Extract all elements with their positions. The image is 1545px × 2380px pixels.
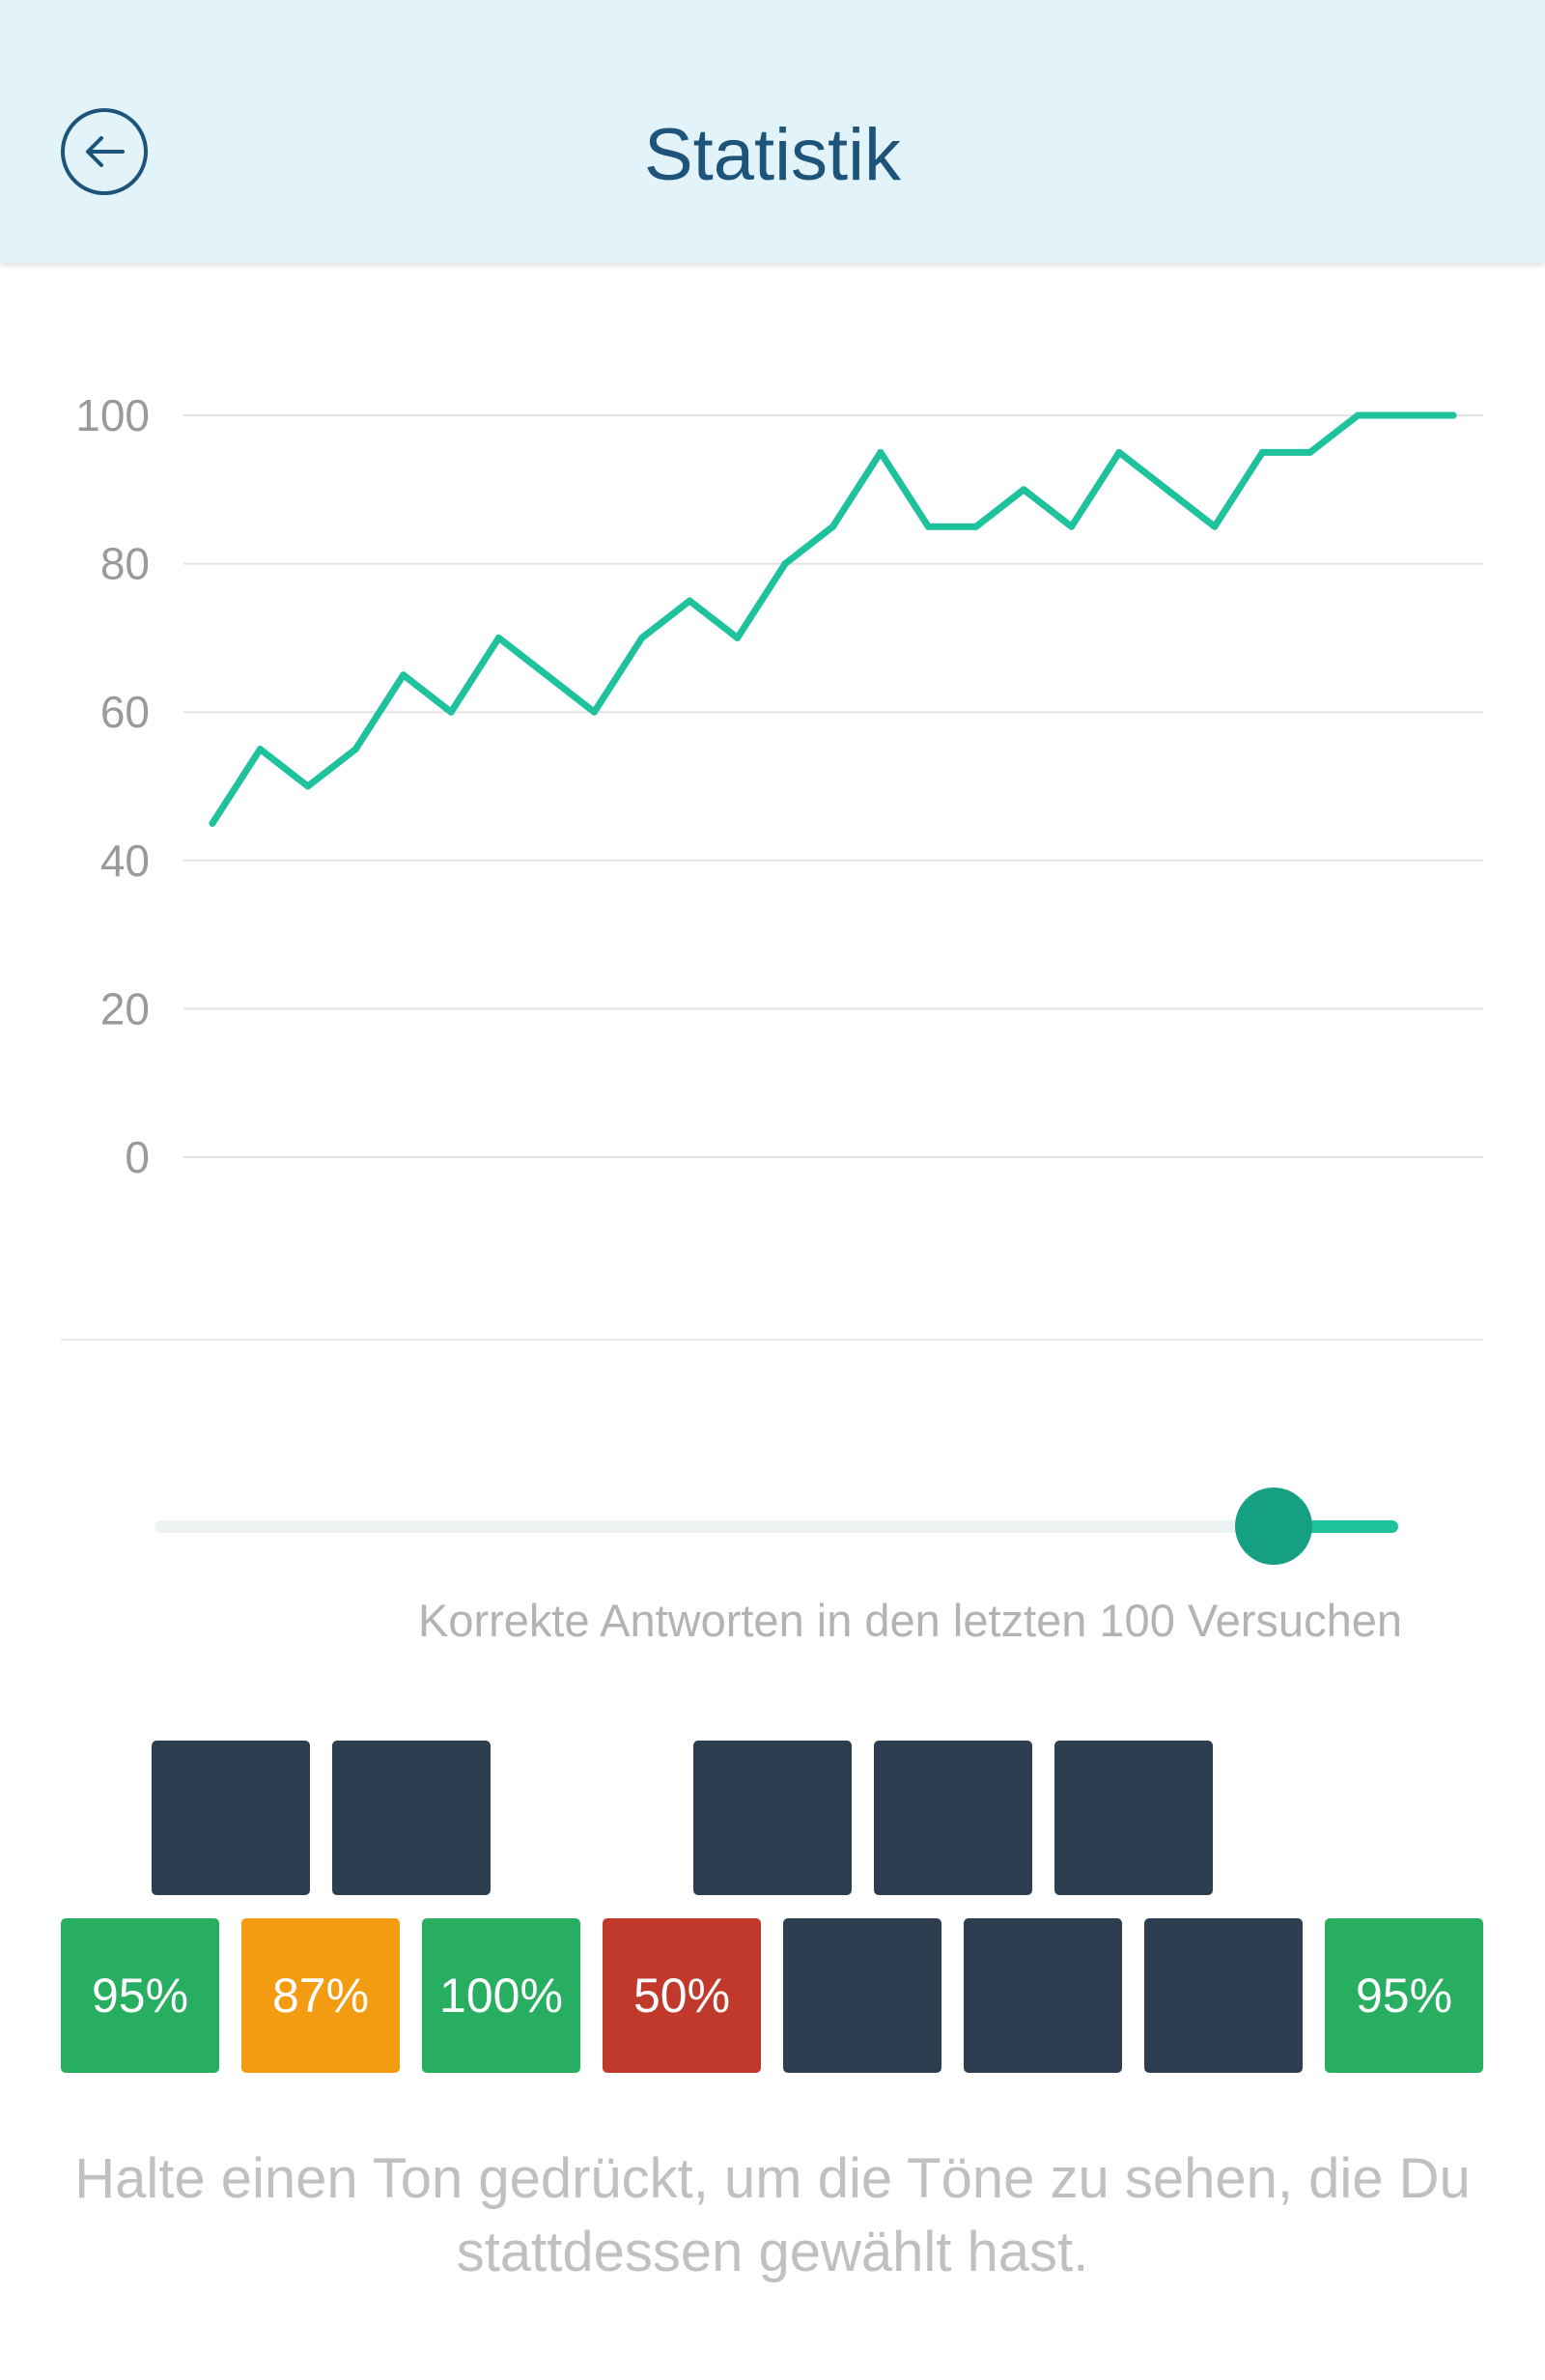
data-point xyxy=(877,448,885,456)
data-point xyxy=(781,560,789,568)
slider-thumb[interactable] xyxy=(1235,1488,1313,1565)
app-header: Statistik xyxy=(0,0,1545,263)
data-point xyxy=(400,671,407,679)
data-point xyxy=(256,746,264,753)
data-point xyxy=(304,782,312,790)
data-point xyxy=(734,634,742,641)
data-point xyxy=(543,671,550,679)
data-point xyxy=(209,819,216,827)
upper-key[interactable] xyxy=(1054,1741,1213,1895)
y-tick-label: 100 xyxy=(75,390,150,440)
data-point xyxy=(1068,523,1076,530)
data-point xyxy=(447,708,455,716)
chart-divider xyxy=(61,1339,1483,1341)
data-point xyxy=(1306,448,1314,456)
lower-key[interactable]: 87% xyxy=(241,1918,400,2073)
data-point xyxy=(686,597,693,605)
lower-key[interactable]: 100% xyxy=(422,1918,580,2073)
slider-caption: Korrekte Antworten in den letzten 100 Ve… xyxy=(418,1595,1402,1646)
data-point xyxy=(1115,448,1123,456)
data-point xyxy=(1020,486,1027,494)
line-chart: 0 20 40 60 80 100 xyxy=(75,390,1483,1182)
lower-key[interactable]: 50% xyxy=(603,1918,761,2073)
upper-key[interactable] xyxy=(874,1741,1032,1895)
hint-text: Halte einen Ton gedrückt, um die Töne zu… xyxy=(74,2147,1471,2283)
range-slider[interactable] xyxy=(154,1488,1398,1565)
y-tick-label: 0 xyxy=(125,1132,150,1182)
data-point xyxy=(1211,523,1219,530)
data-point xyxy=(1163,486,1170,494)
back-button[interactable] xyxy=(61,108,148,195)
upper-key[interactable] xyxy=(332,1741,491,1895)
data-point xyxy=(590,708,598,716)
y-tick-label: 40 xyxy=(100,836,150,886)
data-point xyxy=(495,634,503,641)
data-point xyxy=(638,634,646,641)
upper-key[interactable] xyxy=(152,1741,310,1895)
page-title: Statistik xyxy=(643,114,902,196)
lower-key[interactable] xyxy=(1144,1918,1303,2073)
y-tick-label: 20 xyxy=(100,983,150,1034)
y-tick-label: 80 xyxy=(100,539,150,589)
lower-key[interactable] xyxy=(964,1918,1122,2073)
data-point xyxy=(829,523,836,530)
data-point xyxy=(1258,448,1266,456)
lower-key[interactable] xyxy=(783,1918,941,2073)
data-point xyxy=(924,523,932,530)
data-point xyxy=(972,523,980,530)
lower-key[interactable]: 95% xyxy=(1325,1918,1483,2073)
data-point xyxy=(351,746,359,753)
arrow-left-icon xyxy=(86,136,125,167)
upper-key[interactable] xyxy=(693,1741,852,1895)
y-tick-label: 60 xyxy=(100,687,150,737)
series-line xyxy=(209,411,1457,827)
lower-key[interactable]: 95% xyxy=(61,1918,219,2073)
data-point xyxy=(1354,411,1362,419)
data-point xyxy=(1449,411,1457,419)
data-point xyxy=(1402,411,1410,419)
slider-track[interactable] xyxy=(154,1520,1398,1533)
